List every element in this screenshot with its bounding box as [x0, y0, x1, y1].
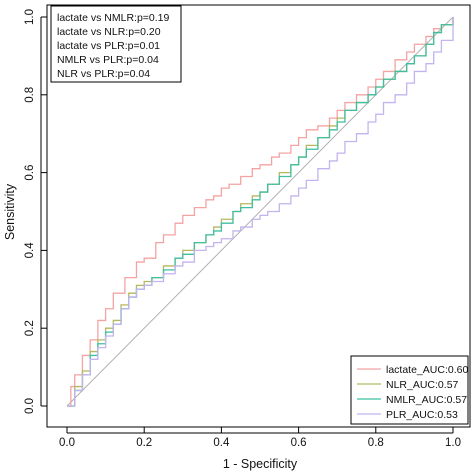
x-tick-label: 0.4 — [213, 437, 230, 449]
legend-label-lactate: lactate_AUC:0.60 — [386, 364, 468, 376]
y-tick-label: 0.4 — [24, 242, 36, 259]
annotation-line: NMLR vs PLR:p=0.04 — [57, 54, 159, 66]
y-tick-label: 0.8 — [24, 87, 36, 103]
reference-line-layer — [66, 16, 454, 407]
plot-frame — [46, 4, 471, 428]
y-tick-label: 0.2 — [24, 320, 36, 336]
roc-curve-3 — [67, 17, 454, 407]
y-tick-label: 1.0 — [24, 9, 36, 25]
y-axis: 0.0 0.2 0.4 0.6 0.8 1.0 — [24, 9, 47, 414]
y-axis-title: Sensitivity — [3, 183, 17, 240]
x-tick-label: 0.8 — [368, 437, 384, 449]
annotation-box: lactate vs NMLR:p=0.19 lactate vs NLR:p=… — [50, 5, 182, 83]
x-tick-label: 0.2 — [136, 437, 152, 449]
x-axis-title: 1 - Specificity — [223, 457, 298, 471]
y-tick-label: 0.6 — [24, 165, 36, 181]
annotation-line: NLR vs PLR:p=0.04 — [57, 68, 150, 80]
legend-label-plr: PLR_AUC:0.53 — [386, 409, 458, 421]
legend: lactate_AUC:0.60 NLR_AUC:0.57 NMLR_AUC:0… — [350, 355, 469, 425]
roc-curve-0 — [67, 17, 454, 407]
annotation-line: lactate vs NMLR:p=0.19 — [57, 12, 170, 24]
series-layer — [67, 17, 454, 407]
x-axis: 0.0 0.2 0.4 0.6 0.8 1.0 — [59, 427, 461, 449]
reference-diagonal — [66, 16, 454, 407]
y-tick-label: 0.0 — [24, 398, 36, 414]
x-tick-label: 0.0 — [59, 437, 75, 449]
legend-frame — [350, 355, 469, 425]
legend-label-nmlr: NMLR_AUC:0.57 — [386, 394, 467, 406]
x-tick-label: 1.0 — [445, 437, 461, 449]
legend-label-nlr: NLR_AUC:0.57 — [386, 379, 459, 391]
annotation-line: lactate vs PLR:p=0.01 — [57, 40, 160, 52]
annotation-box-frame — [50, 5, 182, 83]
annotation-line: lactate vs NLR:p=0.20 — [57, 26, 161, 38]
x-tick-label: 0.6 — [291, 437, 307, 449]
